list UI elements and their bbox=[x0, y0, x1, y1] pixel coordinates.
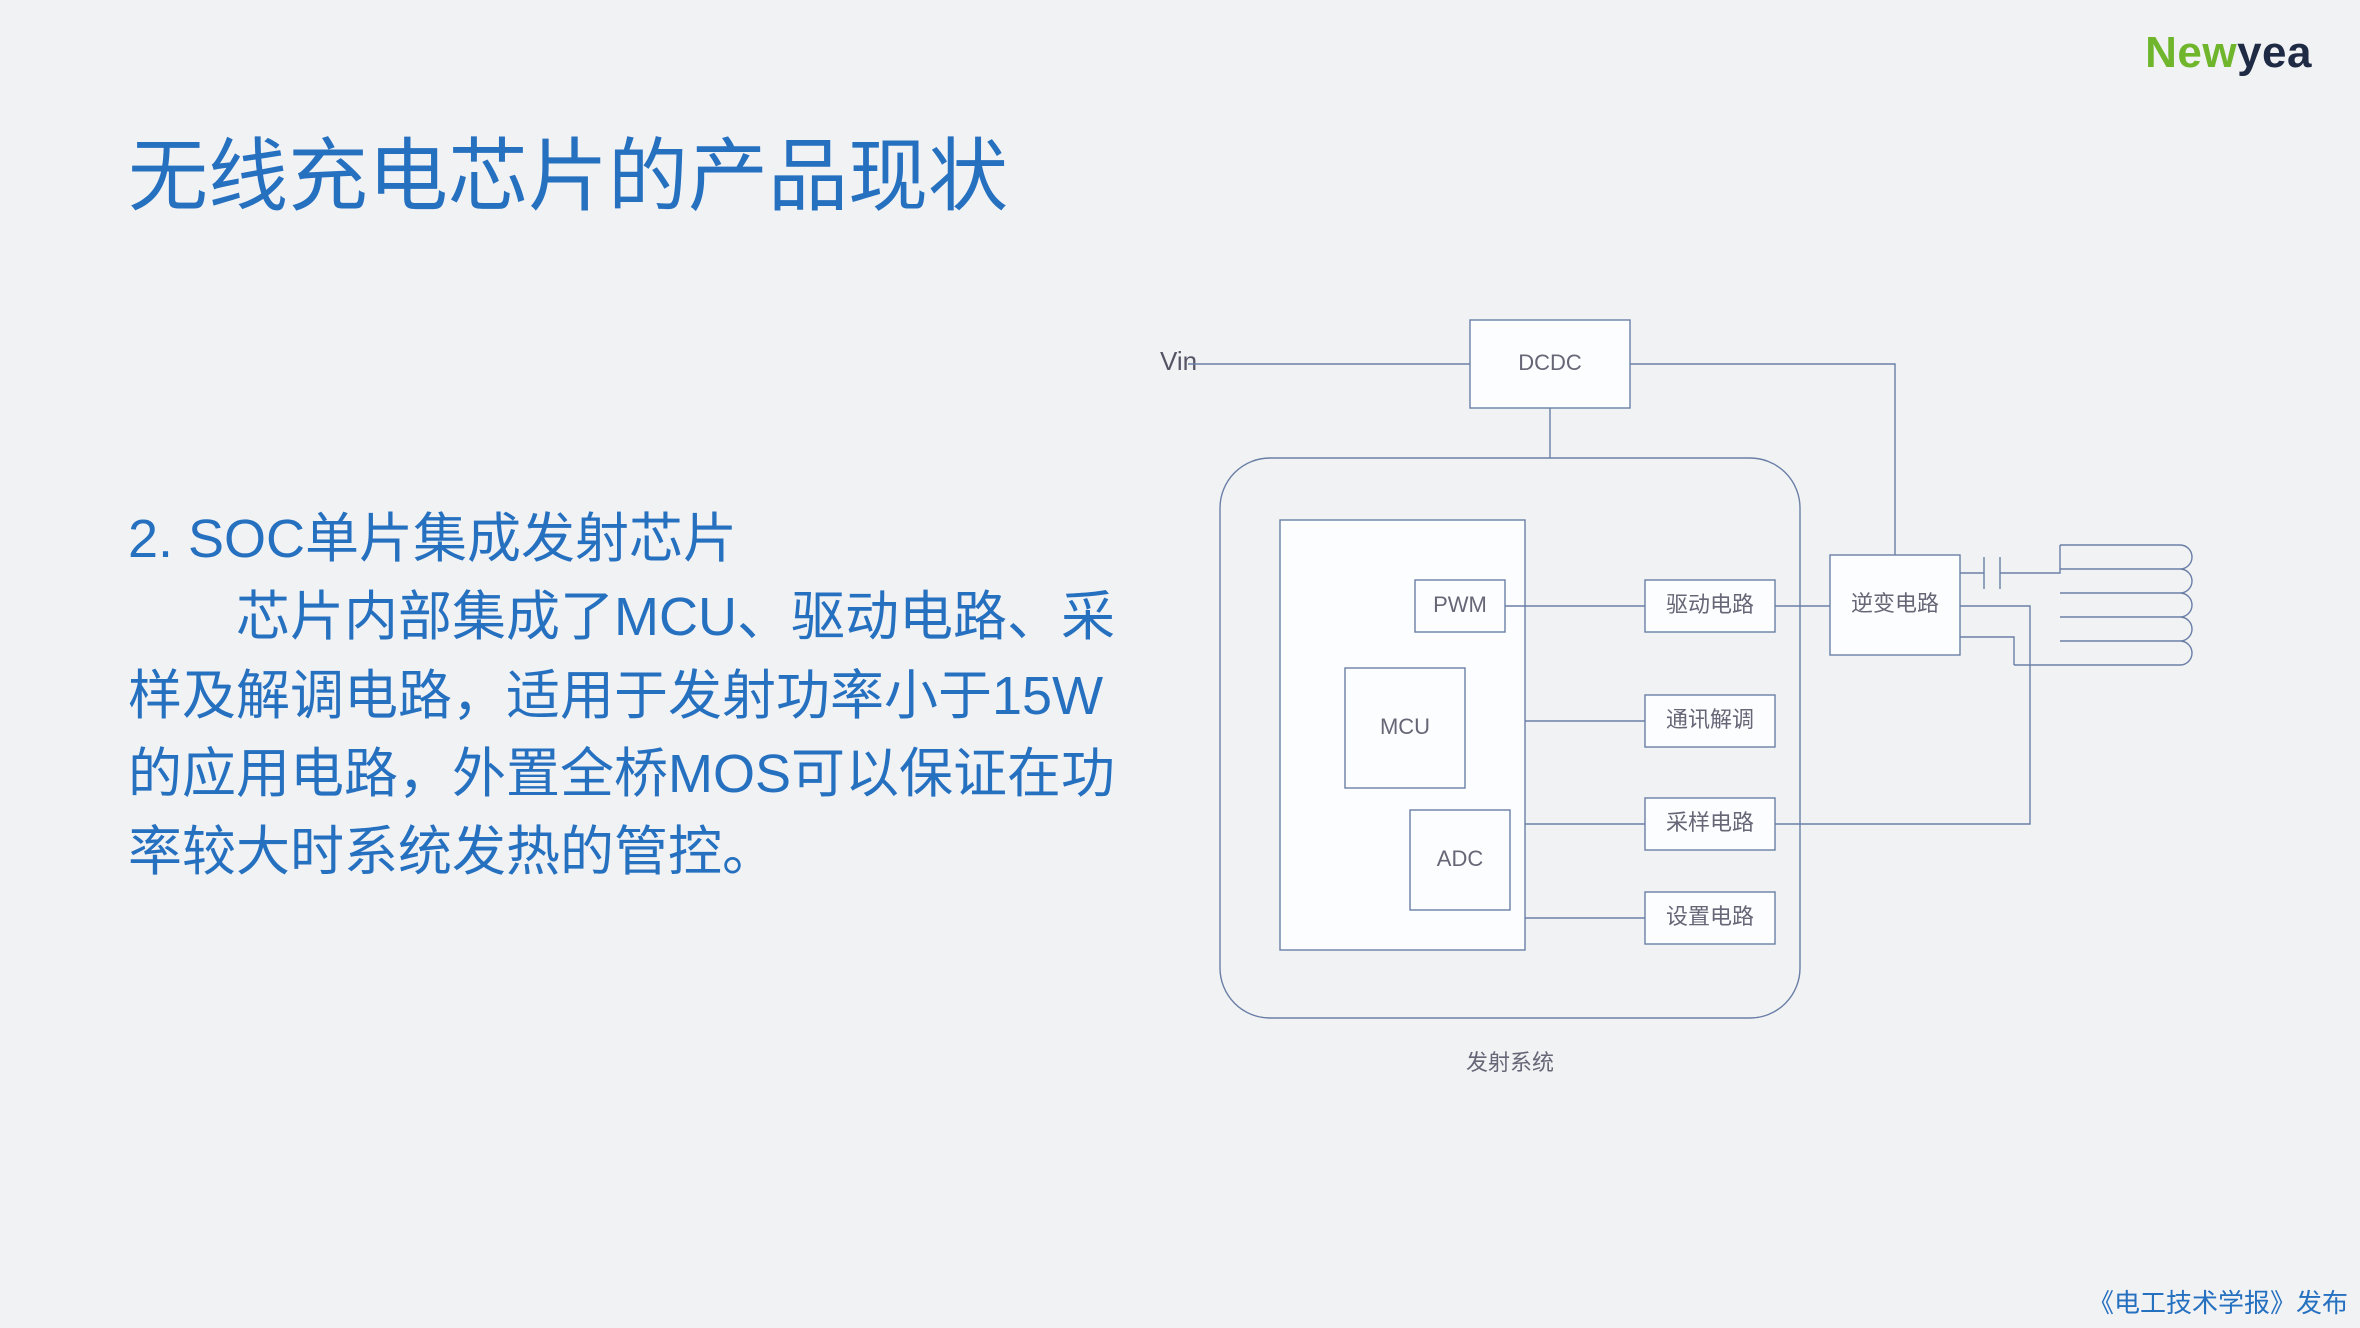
svg-text:PWM: PWM bbox=[1433, 592, 1487, 617]
body-text: 2. SOC单片集成发射芯片 芯片内部集成了MCU、驱动电路、采样及解调电路，适… bbox=[128, 500, 1148, 891]
svg-text:驱动电路: 驱动电路 bbox=[1666, 592, 1754, 617]
slide: Newyea 无线充电芯片的产品现状 2. SOC单片集成发射芯片 芯片内部集成… bbox=[0, 0, 2360, 1328]
logo: Newyea bbox=[2145, 28, 2312, 78]
logo-part1: New bbox=[2145, 28, 2237, 77]
svg-text:采样电路: 采样电路 bbox=[1666, 810, 1754, 835]
svg-text:设置电路: 设置电路 bbox=[1666, 904, 1754, 929]
svg-text:发射系统: 发射系统 bbox=[1466, 1050, 1554, 1075]
body-heading: 2. SOC单片集成发射芯片 bbox=[128, 509, 737, 569]
svg-text:MCU: MCU bbox=[1380, 714, 1430, 739]
logo-part2: yea bbox=[2237, 28, 2312, 77]
block-diagram: Vin DCDC PWM MCU ADC 驱动电路 逆变电路通讯解调采样电路设置电路发射系统 bbox=[1160, 300, 2320, 1120]
body-paragraph: 芯片内部集成了MCU、驱动电路、采样及解调电路，适用于发射功率小于15W的应用电… bbox=[128, 587, 1115, 882]
svg-text:通讯解调: 通讯解调 bbox=[1666, 707, 1754, 732]
svg-text:Vin: Vin bbox=[1160, 346, 1197, 376]
footer-note: 《电工技术学报》发布 bbox=[2088, 1283, 2348, 1320]
svg-text:ADC: ADC bbox=[1437, 846, 1484, 871]
slide-title: 无线充电芯片的产品现状 bbox=[128, 112, 1008, 228]
svg-text:DCDC: DCDC bbox=[1518, 350, 1582, 375]
svg-text:逆变电路: 逆变电路 bbox=[1851, 591, 1939, 616]
